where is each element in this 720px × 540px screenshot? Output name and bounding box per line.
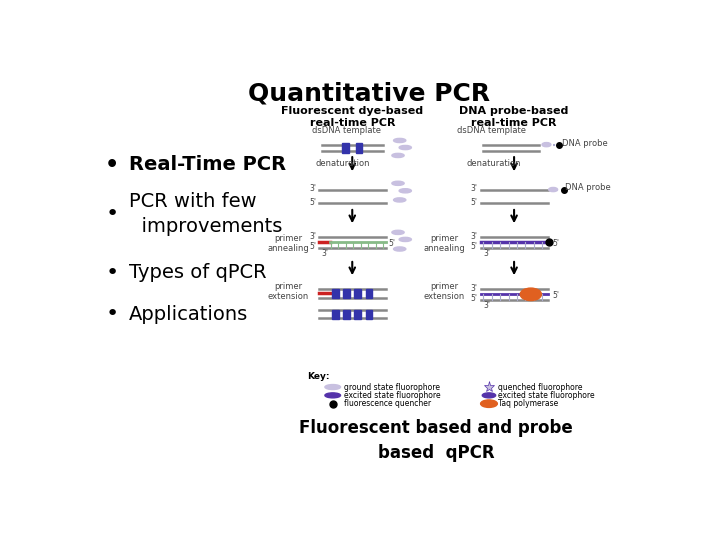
Ellipse shape bbox=[394, 138, 406, 143]
Text: Fluorescent based and probe
based  qPCR: Fluorescent based and probe based qPCR bbox=[299, 419, 573, 462]
Ellipse shape bbox=[399, 145, 411, 150]
Text: quenched fluorophore: quenched fluorophore bbox=[498, 382, 583, 392]
Text: •: • bbox=[105, 154, 120, 174]
Text: 5': 5' bbox=[309, 242, 316, 251]
Ellipse shape bbox=[394, 247, 406, 251]
Bar bbox=[332, 310, 339, 319]
Text: denaturation: denaturation bbox=[316, 159, 371, 168]
Text: primer
annealing: primer annealing bbox=[267, 234, 309, 253]
Ellipse shape bbox=[392, 181, 404, 185]
Text: 3': 3' bbox=[309, 184, 316, 193]
Text: 3': 3' bbox=[322, 248, 328, 258]
Text: primer
extension: primer extension bbox=[267, 282, 309, 301]
Bar bbox=[354, 310, 361, 319]
Text: 3': 3' bbox=[471, 184, 478, 193]
Text: 5': 5' bbox=[471, 242, 478, 251]
Ellipse shape bbox=[482, 393, 495, 398]
Text: 3': 3' bbox=[471, 232, 478, 241]
Text: excited state fluorophore: excited state fluorophore bbox=[498, 391, 595, 400]
Text: 3': 3' bbox=[483, 248, 490, 258]
Text: 5': 5' bbox=[552, 291, 559, 300]
Ellipse shape bbox=[392, 153, 404, 158]
Text: DNA probe: DNA probe bbox=[562, 139, 607, 148]
Text: fluorescence quencher: fluorescence quencher bbox=[344, 399, 431, 408]
Text: primer
extension: primer extension bbox=[423, 282, 465, 301]
Text: DNA probe-based
real-time PCR: DNA probe-based real-time PCR bbox=[459, 106, 569, 128]
Ellipse shape bbox=[480, 400, 498, 407]
Text: ground state fluorophore: ground state fluorophore bbox=[344, 382, 440, 392]
Bar bbox=[343, 289, 350, 298]
Text: 5': 5' bbox=[471, 294, 478, 303]
Ellipse shape bbox=[392, 230, 404, 234]
Text: Types of qPCR: Types of qPCR bbox=[129, 263, 266, 282]
Text: 5': 5' bbox=[309, 198, 316, 207]
Ellipse shape bbox=[399, 188, 411, 193]
Ellipse shape bbox=[549, 187, 557, 192]
Ellipse shape bbox=[325, 384, 341, 389]
Text: 3': 3' bbox=[471, 284, 478, 293]
Text: PCR with few
  improvements: PCR with few improvements bbox=[129, 192, 282, 237]
Text: Applications: Applications bbox=[129, 305, 248, 324]
Text: •: • bbox=[106, 205, 119, 225]
Bar bbox=[366, 289, 372, 298]
Ellipse shape bbox=[394, 198, 406, 202]
Bar bbox=[343, 310, 350, 319]
Bar bbox=[366, 310, 372, 319]
Text: Real-Time PCR: Real-Time PCR bbox=[129, 155, 286, 174]
Text: Taq polymerase: Taq polymerase bbox=[498, 399, 559, 408]
Bar bbox=[342, 144, 349, 152]
Text: 3': 3' bbox=[309, 232, 316, 241]
Text: DNA probe: DNA probe bbox=[565, 183, 611, 192]
Text: denaturation: denaturation bbox=[467, 159, 521, 168]
Text: •: • bbox=[106, 304, 119, 325]
Text: Key:: Key: bbox=[307, 372, 330, 381]
Text: 5': 5' bbox=[389, 239, 395, 248]
Text: dsDNA template: dsDNA template bbox=[457, 126, 526, 136]
Text: 3': 3' bbox=[483, 301, 490, 309]
Bar bbox=[332, 289, 339, 298]
Bar bbox=[356, 144, 362, 152]
Ellipse shape bbox=[521, 288, 541, 301]
Text: Fluorescent dye-based
real-time PCR: Fluorescent dye-based real-time PCR bbox=[282, 106, 423, 128]
Text: Quantitative PCR: Quantitative PCR bbox=[248, 82, 490, 106]
Text: •: • bbox=[106, 262, 119, 283]
Text: dsDNA template: dsDNA template bbox=[312, 126, 381, 136]
Ellipse shape bbox=[542, 143, 551, 147]
Text: 5': 5' bbox=[471, 198, 478, 207]
Text: excited state fluorophore: excited state fluorophore bbox=[344, 391, 441, 400]
Bar bbox=[354, 289, 361, 298]
Text: 5': 5' bbox=[552, 239, 559, 248]
Ellipse shape bbox=[325, 393, 341, 398]
Text: primer
annealing: primer annealing bbox=[423, 234, 465, 253]
Ellipse shape bbox=[399, 238, 411, 241]
